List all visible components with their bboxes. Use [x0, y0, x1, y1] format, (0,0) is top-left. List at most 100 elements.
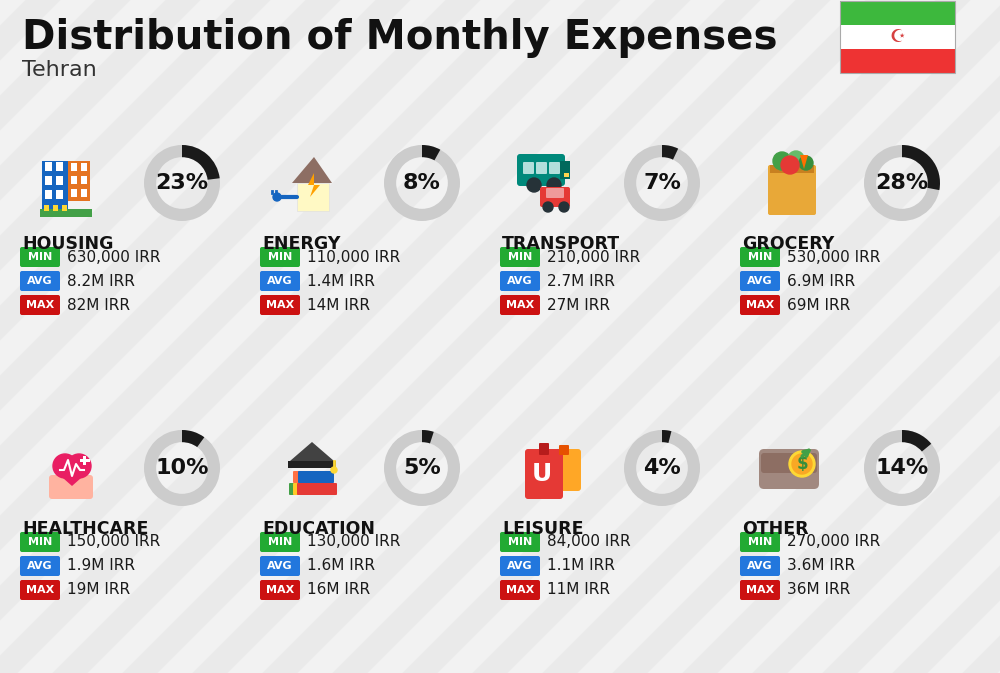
FancyBboxPatch shape — [564, 173, 569, 177]
Wedge shape — [182, 430, 204, 447]
FancyBboxPatch shape — [62, 205, 67, 211]
Wedge shape — [624, 430, 700, 506]
FancyBboxPatch shape — [20, 247, 60, 267]
Text: 16M IRR: 16M IRR — [307, 583, 370, 598]
FancyBboxPatch shape — [840, 1, 955, 25]
FancyBboxPatch shape — [71, 163, 77, 171]
FancyBboxPatch shape — [500, 580, 540, 600]
FancyBboxPatch shape — [761, 453, 817, 473]
Text: 23%: 23% — [155, 173, 209, 193]
Text: 4%: 4% — [643, 458, 681, 478]
Text: AVG: AVG — [27, 561, 53, 571]
Circle shape — [527, 178, 541, 192]
Circle shape — [559, 202, 569, 212]
FancyBboxPatch shape — [53, 205, 58, 211]
Text: MAX: MAX — [746, 585, 774, 595]
Text: 69M IRR: 69M IRR — [787, 297, 850, 312]
Text: 36M IRR: 36M IRR — [787, 583, 850, 598]
Text: 28%: 28% — [875, 173, 929, 193]
Text: 1.1M IRR: 1.1M IRR — [547, 559, 615, 573]
Text: 530,000 IRR: 530,000 IRR — [787, 250, 880, 264]
FancyBboxPatch shape — [740, 247, 780, 267]
FancyBboxPatch shape — [45, 162, 52, 171]
FancyBboxPatch shape — [740, 532, 780, 552]
Text: GROCERY: GROCERY — [742, 235, 834, 253]
Circle shape — [799, 156, 813, 170]
FancyBboxPatch shape — [500, 556, 540, 576]
Circle shape — [543, 202, 553, 212]
Text: 1.6M IRR: 1.6M IRR — [307, 559, 375, 573]
Text: MIN: MIN — [748, 537, 772, 547]
Text: AVG: AVG — [267, 561, 293, 571]
FancyBboxPatch shape — [500, 295, 540, 315]
FancyBboxPatch shape — [20, 271, 60, 291]
Polygon shape — [290, 442, 334, 461]
Wedge shape — [624, 145, 700, 221]
Text: MAX: MAX — [26, 300, 54, 310]
FancyBboxPatch shape — [560, 161, 570, 179]
Text: MIN: MIN — [748, 252, 772, 262]
Text: 110,000 IRR: 110,000 IRR — [307, 250, 400, 264]
FancyBboxPatch shape — [549, 449, 581, 491]
Text: AVG: AVG — [507, 561, 533, 571]
Wedge shape — [384, 145, 460, 221]
Circle shape — [788, 151, 804, 167]
FancyBboxPatch shape — [298, 471, 334, 483]
Text: 8%: 8% — [403, 173, 441, 193]
Text: ☪: ☪ — [889, 28, 906, 46]
Text: TRANSPORT: TRANSPORT — [502, 235, 620, 253]
FancyBboxPatch shape — [68, 161, 90, 201]
FancyBboxPatch shape — [549, 162, 560, 174]
FancyBboxPatch shape — [45, 190, 52, 199]
Text: 14M IRR: 14M IRR — [307, 297, 370, 312]
Wedge shape — [662, 430, 671, 443]
FancyBboxPatch shape — [288, 461, 336, 468]
Circle shape — [789, 451, 815, 477]
FancyBboxPatch shape — [260, 295, 300, 315]
Text: MIN: MIN — [28, 537, 52, 547]
Text: 6.9M IRR: 6.9M IRR — [787, 273, 855, 289]
FancyBboxPatch shape — [536, 162, 547, 174]
FancyBboxPatch shape — [540, 187, 570, 207]
FancyBboxPatch shape — [768, 165, 816, 215]
Text: MAX: MAX — [266, 300, 294, 310]
Circle shape — [331, 467, 337, 473]
Wedge shape — [182, 145, 220, 180]
Text: AVG: AVG — [747, 561, 773, 571]
Text: MAX: MAX — [746, 300, 774, 310]
FancyBboxPatch shape — [20, 556, 60, 576]
FancyBboxPatch shape — [523, 162, 534, 174]
FancyBboxPatch shape — [500, 532, 540, 552]
FancyBboxPatch shape — [293, 471, 329, 483]
FancyBboxPatch shape — [740, 580, 780, 600]
FancyBboxPatch shape — [44, 205, 49, 211]
Text: AVG: AVG — [27, 276, 53, 286]
Circle shape — [547, 178, 561, 192]
Circle shape — [792, 454, 812, 474]
Text: MIN: MIN — [508, 537, 532, 547]
Text: HEALTHCARE: HEALTHCARE — [22, 520, 148, 538]
Text: 1.4M IRR: 1.4M IRR — [307, 273, 375, 289]
FancyBboxPatch shape — [740, 556, 780, 576]
FancyBboxPatch shape — [260, 580, 300, 600]
Text: 11M IRR: 11M IRR — [547, 583, 610, 598]
FancyBboxPatch shape — [525, 449, 563, 499]
FancyBboxPatch shape — [500, 247, 540, 267]
Circle shape — [67, 454, 91, 478]
FancyBboxPatch shape — [56, 190, 63, 199]
FancyBboxPatch shape — [770, 165, 814, 173]
FancyBboxPatch shape — [740, 271, 780, 291]
FancyBboxPatch shape — [297, 183, 329, 211]
FancyBboxPatch shape — [740, 295, 780, 315]
Circle shape — [773, 152, 791, 170]
Text: MAX: MAX — [506, 300, 534, 310]
FancyBboxPatch shape — [546, 188, 564, 198]
FancyBboxPatch shape — [759, 449, 819, 489]
Text: MIN: MIN — [268, 252, 292, 262]
Wedge shape — [902, 145, 940, 190]
FancyBboxPatch shape — [260, 247, 300, 267]
Text: MAX: MAX — [26, 585, 54, 595]
Text: 84,000 IRR: 84,000 IRR — [547, 534, 631, 549]
Text: EDUCATION: EDUCATION — [262, 520, 375, 538]
Text: 27M IRR: 27M IRR — [547, 297, 610, 312]
